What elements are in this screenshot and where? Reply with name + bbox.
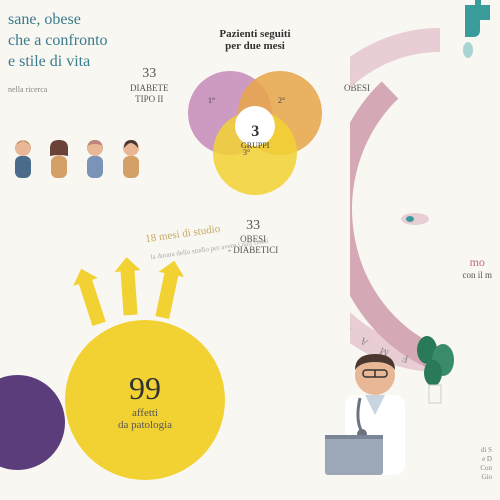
arrow-icon [78,278,106,326]
venn-center: 3GRUPPI [241,123,269,150]
ord-2: 2° [278,96,285,105]
subtitle: nella ricerca [8,85,47,94]
doctor-icon [320,340,430,485]
title-line: che a confronto [8,31,108,52]
arrow-icon [120,269,137,316]
stat-text: affettida patologia [118,407,172,431]
venn-label-3: 33OBESI- DIABETICI [228,218,278,256]
venn-diagram: Pazienti seguitiper due mesi 33DIABETETI… [150,28,360,238]
title: sane, obese che a confronto e stile di v… [8,10,108,72]
venn-title: Pazienti seguitiper due mesi [150,28,360,52]
pill-icon [400,210,430,233]
title-line: sane, obese [8,10,108,31]
faucet-icon [435,0,500,70]
mo-text: mo con il m [463,255,493,280]
footer: di Se DConGio [480,446,492,482]
arrow-icon [155,271,178,319]
purple-circle [0,375,65,470]
person-icon [44,138,74,178]
title-line: e stile di vita [8,52,108,73]
stat-number: 99 [129,370,161,407]
ord-1: 1° [208,96,215,105]
venn-label-1: 33DIABETETIPO II [130,66,169,104]
months-arc: G F M A M G L A S O N D G F M A M G [350,20,500,380]
people-row [8,138,148,183]
person-icon [8,138,38,178]
person-icon [116,138,146,178]
person-icon [80,138,110,178]
big-stat: 99 affettida patologia [65,320,225,480]
